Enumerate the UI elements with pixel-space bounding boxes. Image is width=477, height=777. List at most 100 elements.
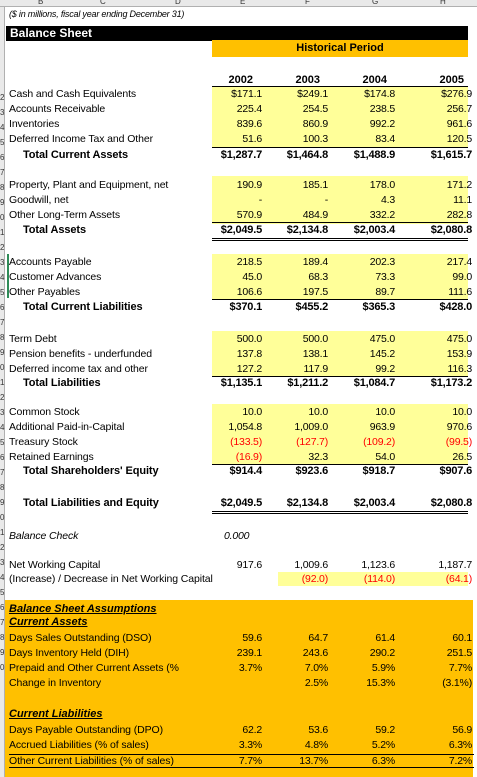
row-number[interactable]: 6 [0, 453, 5, 462]
row-number[interactable]: 9 [0, 498, 5, 507]
row-number[interactable]: 3 [0, 408, 5, 417]
cell-2003[interactable]: $249.1 [297, 88, 328, 100]
cell-2004[interactable]: $2,003.4 [353, 497, 395, 509]
cell-2004[interactable]: $918.7 [362, 465, 396, 477]
cell-2005[interactable]: $276.9 [441, 88, 472, 100]
row-label[interactable]: Common Stock [9, 406, 80, 418]
row-label[interactable]: Retained Earnings [9, 451, 94, 463]
row-label[interactable]: Total Liabilities [23, 377, 101, 389]
row-number[interactable]: 6 [0, 603, 5, 612]
row-number[interactable]: 1 [0, 378, 5, 387]
cell-2003[interactable]: 100.3 [302, 133, 328, 145]
cell-2003[interactable]: 7.0% [304, 662, 328, 674]
row-number[interactable]: 9 [0, 648, 5, 657]
cell-2002[interactable]: 127.2 [236, 363, 262, 375]
cell-2003[interactable]: 138.1 [302, 348, 328, 360]
cell-2002[interactable]: $1,287.7 [220, 149, 262, 161]
row-label[interactable]: Prepaid and Other Current Assets (% [9, 662, 179, 674]
row-label[interactable]: Days Payable Outstanding (DPO) [9, 724, 163, 736]
cell-2004[interactable]: 61.4 [375, 632, 395, 644]
cell-2003[interactable]: 53.6 [308, 724, 328, 736]
cell-2004[interactable]: 145.2 [369, 348, 395, 360]
cell-2005[interactable]: 26.5 [452, 451, 472, 463]
cell-2005[interactable]: 7.7% [448, 662, 472, 674]
cell-2004[interactable]: 178.0 [369, 179, 395, 191]
cell-2005[interactable]: $907.6 [439, 465, 473, 477]
row-number[interactable]: 9 [0, 198, 5, 207]
column-header-e[interactable]: E [240, 0, 246, 6]
cell-2005[interactable]: 6.3% [448, 739, 472, 751]
cell-2005[interactable]: 111.6 [448, 286, 472, 298]
cell-2004[interactable]: 963.9 [369, 421, 395, 433]
cell-2005[interactable]: 475.0 [446, 333, 472, 345]
cell-2002[interactable]: $370.1 [229, 301, 263, 313]
row-label[interactable]: Additional Paid-in-Capital [9, 421, 125, 433]
cell-2002[interactable]: $171.1 [231, 88, 262, 100]
row-label[interactable]: Accounts Payable [9, 256, 92, 268]
row-number[interactable]: 9 [0, 348, 5, 357]
cell-2004[interactable]: 5.2% [371, 739, 395, 751]
row-number[interactable]: 3 [0, 258, 5, 267]
cell-2002[interactable]: $2,049.5 [220, 497, 262, 509]
cell-2005[interactable]: 99.0 [452, 271, 472, 283]
cell-2003[interactable]: (92.0) [301, 573, 328, 585]
row-number[interactable]: 4 [0, 423, 5, 432]
column-header-b[interactable]: B [38, 0, 44, 6]
cell-2005[interactable]: (3.1%) [442, 677, 472, 689]
cell-2004[interactable]: 4.3 [381, 194, 395, 206]
row-number[interactable]: 4 [0, 123, 5, 132]
row-label[interactable]: Term Debt [9, 333, 57, 345]
cell-2005[interactable]: $1,615.7 [430, 149, 472, 161]
row-label[interactable]: Accounts Receivable [9, 103, 106, 115]
cell-2002[interactable]: 10.0 [242, 406, 262, 418]
cell-2004[interactable]: 54.0 [375, 451, 395, 463]
cell-2002[interactable]: 225.4 [236, 103, 262, 115]
cell-2002[interactable]: 917.6 [236, 559, 262, 571]
cell-2002[interactable]: 3.7% [238, 662, 262, 674]
cell-2003[interactable]: 13.7% [299, 755, 328, 767]
row-number[interactable]: 7 [0, 618, 5, 627]
cell-2005[interactable]: 217.4 [446, 256, 472, 268]
row-label[interactable]: Treasury Stock [9, 436, 78, 448]
cell-2003[interactable]: 484.9 [302, 209, 328, 221]
cell-2003[interactable]: $2,134.8 [286, 224, 328, 236]
cell-2004[interactable]: 238.5 [369, 103, 395, 115]
cell-2003[interactable]: 10.0 [308, 406, 328, 418]
cell-2002[interactable]: 137.8 [236, 348, 262, 360]
cell-2004[interactable]: (114.0) [363, 573, 395, 585]
cell-2003[interactable]: (127.7) [296, 436, 328, 448]
row-number[interactable]: 7 [0, 318, 5, 327]
row-number[interactable]: 2 [0, 393, 5, 402]
cell-2003[interactable]: 185.1 [302, 179, 328, 191]
row-number[interactable]: 8 [0, 483, 5, 492]
cell-2004[interactable]: 15.3% [366, 677, 395, 689]
row-number[interactable]: 3 [0, 558, 5, 567]
row-number[interactable]: 7 [0, 468, 5, 477]
row-label[interactable]: Days Inventory Held (DIH) [9, 647, 130, 659]
row-label[interactable]: Net Working Capital [9, 559, 101, 571]
row-label[interactable]: Days Sales Outstanding (DSO) [9, 632, 152, 644]
cell-2003[interactable]: - [324, 194, 328, 206]
cell-2002[interactable]: 218.5 [236, 256, 262, 268]
cell-2005[interactable]: 970.6 [446, 421, 472, 433]
cell-2004[interactable]: (109.2) [363, 436, 395, 448]
cell-2004[interactable]: 89.7 [375, 286, 395, 298]
row-label[interactable]: Deferred income tax and other [9, 363, 148, 375]
row-label[interactable]: Balance Check [9, 530, 79, 542]
cell-2003[interactable]: $923.6 [295, 465, 329, 477]
cell-2002[interactable]: 239.1 [236, 647, 262, 659]
cell-2004[interactable]: $174.8 [364, 88, 395, 100]
cell-2002[interactable]: 45.0 [242, 271, 262, 283]
cell-2004[interactable]: 10.0 [375, 406, 395, 418]
cell-2005[interactable]: 11.1 [453, 194, 472, 206]
cell-2002[interactable]: $2,049.5 [220, 224, 262, 236]
cell-2003[interactable]: 64.7 [308, 632, 328, 644]
row-number[interactable]: 1 [0, 528, 5, 537]
row-number[interactable]: 4 [0, 573, 5, 582]
cell-2005[interactable]: 60.1 [452, 632, 472, 644]
cell-2002[interactable]: 51.6 [242, 133, 262, 145]
row-number[interactable]: 8 [0, 633, 5, 642]
column-header-d[interactable]: D [175, 0, 181, 6]
row-label[interactable]: Customer Advances [9, 271, 102, 283]
cell-2005[interactable]: 120.5 [446, 133, 472, 145]
